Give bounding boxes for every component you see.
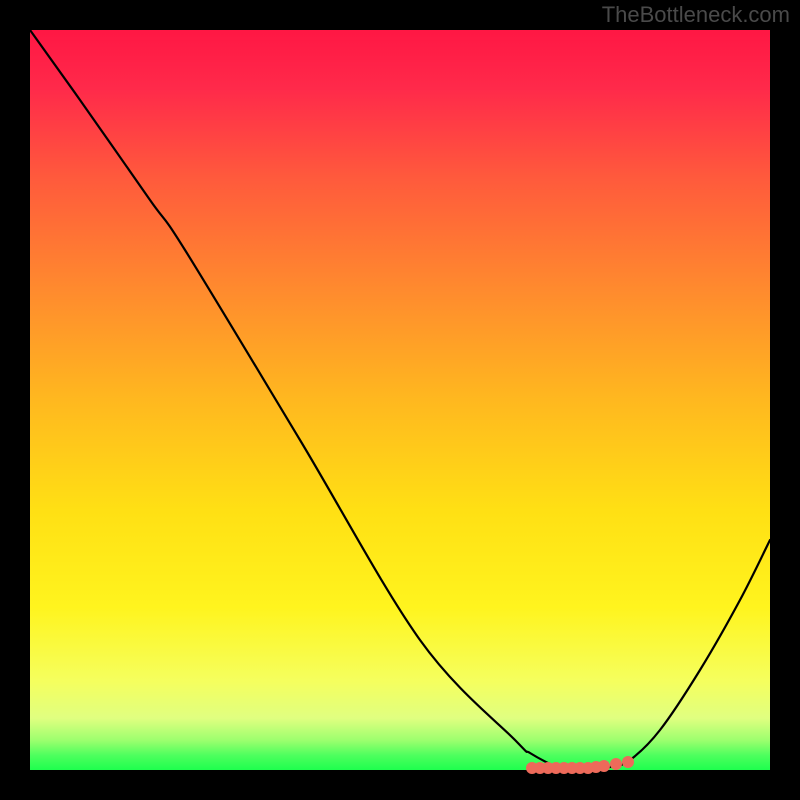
chart-container: TheBottleneck.com <box>0 0 800 800</box>
chart-svg <box>0 0 800 800</box>
marker-dot <box>610 758 622 770</box>
watermark-text: TheBottleneck.com <box>602 2 790 28</box>
marker-dot <box>598 760 610 772</box>
plot-area <box>30 30 770 770</box>
marker-dot <box>622 756 634 768</box>
